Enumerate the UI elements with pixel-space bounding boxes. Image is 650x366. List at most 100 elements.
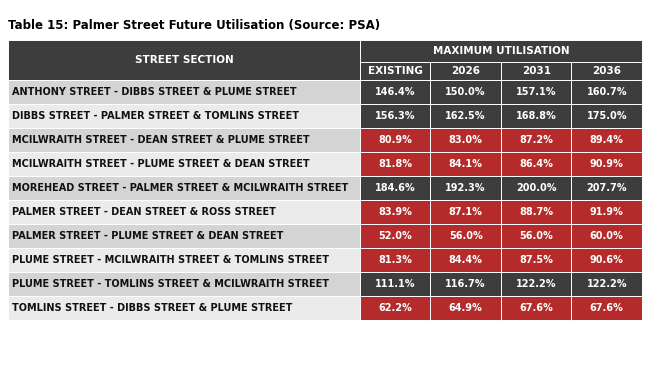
Bar — [501, 272, 571, 296]
Bar — [501, 128, 571, 152]
Text: MCILWRAITH STREET - DEAN STREET & PLUME STREET: MCILWRAITH STREET - DEAN STREET & PLUME … — [12, 135, 309, 145]
Text: MAXIMUM UTILISATION: MAXIMUM UTILISATION — [433, 46, 569, 56]
Text: 91.9%: 91.9% — [590, 207, 623, 217]
Bar — [8, 128, 360, 152]
Text: 87.2%: 87.2% — [519, 135, 553, 145]
Text: 175.0%: 175.0% — [586, 111, 627, 121]
Text: 67.6%: 67.6% — [590, 303, 623, 313]
Bar — [8, 152, 360, 176]
Text: 150.0%: 150.0% — [445, 87, 486, 97]
Bar — [8, 104, 360, 128]
Text: MCILWRAITH STREET - PLUME STREET & DEAN STREET: MCILWRAITH STREET - PLUME STREET & DEAN … — [12, 159, 309, 169]
Text: 89.4%: 89.4% — [590, 135, 623, 145]
Text: 146.4%: 146.4% — [375, 87, 415, 97]
Bar — [501, 176, 571, 200]
Text: MOREHEAD STREET - PALMER STREET & MCILWRAITH STREET: MOREHEAD STREET - PALMER STREET & MCILWR… — [12, 183, 348, 193]
Bar — [501, 200, 571, 224]
Bar — [501, 248, 571, 272]
Bar — [501, 296, 571, 320]
Text: 122.2%: 122.2% — [516, 279, 556, 289]
Text: 87.5%: 87.5% — [519, 255, 553, 265]
Text: 84.4%: 84.4% — [448, 255, 482, 265]
Bar — [8, 296, 360, 320]
Bar — [430, 224, 501, 248]
Text: 86.4%: 86.4% — [519, 159, 553, 169]
Bar — [501, 62, 571, 80]
Bar — [360, 296, 430, 320]
Bar — [8, 248, 360, 272]
Bar — [571, 80, 642, 104]
Text: 116.7%: 116.7% — [445, 279, 486, 289]
Text: 207.7%: 207.7% — [586, 183, 627, 193]
Text: 2036: 2036 — [592, 66, 621, 76]
Bar — [360, 128, 430, 152]
Text: TOMLINS STREET - DIBBS STREET & PLUME STREET: TOMLINS STREET - DIBBS STREET & PLUME ST… — [12, 303, 292, 313]
Bar — [360, 40, 642, 62]
Text: ANTHONY STREET - DIBBS STREET & PLUME STREET: ANTHONY STREET - DIBBS STREET & PLUME ST… — [12, 87, 296, 97]
Bar — [571, 152, 642, 176]
Bar — [360, 248, 430, 272]
Text: 64.9%: 64.9% — [448, 303, 482, 313]
Bar — [8, 40, 360, 80]
Text: 200.0%: 200.0% — [516, 183, 556, 193]
Text: 2031: 2031 — [522, 66, 551, 76]
Text: Table 15: Palmer Street Future Utilisation (Source: PSA): Table 15: Palmer Street Future Utilisati… — [8, 19, 380, 32]
Bar — [571, 224, 642, 248]
Text: 88.7%: 88.7% — [519, 207, 553, 217]
Text: 62.2%: 62.2% — [378, 303, 412, 313]
Text: 184.6%: 184.6% — [375, 183, 415, 193]
Text: DIBBS STREET - PALMER STREET & TOMLINS STREET: DIBBS STREET - PALMER STREET & TOMLINS S… — [12, 111, 299, 121]
Bar — [430, 248, 501, 272]
Bar — [360, 272, 430, 296]
Bar — [360, 176, 430, 200]
Bar — [430, 200, 501, 224]
Bar — [430, 152, 501, 176]
Text: 122.2%: 122.2% — [586, 279, 627, 289]
Bar — [501, 224, 571, 248]
Text: 87.1%: 87.1% — [448, 207, 482, 217]
Bar — [8, 272, 360, 296]
Text: EXISTING: EXISTING — [368, 66, 422, 76]
Bar — [430, 128, 501, 152]
Text: STREET SECTION: STREET SECTION — [135, 55, 233, 65]
Bar — [571, 104, 642, 128]
Bar — [571, 62, 642, 80]
Text: 60.0%: 60.0% — [590, 231, 623, 241]
Text: 56.0%: 56.0% — [519, 231, 553, 241]
Text: 90.6%: 90.6% — [590, 255, 623, 265]
Bar — [571, 248, 642, 272]
Bar — [430, 272, 501, 296]
Text: 83.9%: 83.9% — [378, 207, 412, 217]
Text: 111.1%: 111.1% — [375, 279, 415, 289]
Bar — [501, 152, 571, 176]
Text: 156.3%: 156.3% — [375, 111, 415, 121]
Bar — [360, 224, 430, 248]
Text: 67.6%: 67.6% — [519, 303, 553, 313]
Bar — [571, 128, 642, 152]
Bar — [430, 176, 501, 200]
Text: 52.0%: 52.0% — [378, 231, 412, 241]
Text: 83.0%: 83.0% — [448, 135, 482, 145]
Bar — [8, 200, 360, 224]
Text: 80.9%: 80.9% — [378, 135, 412, 145]
Bar — [360, 104, 430, 128]
Bar — [360, 200, 430, 224]
Text: 168.8%: 168.8% — [516, 111, 556, 121]
Bar — [501, 80, 571, 104]
Text: PLUME STREET - MCILWRAITH STREET & TOMLINS STREET: PLUME STREET - MCILWRAITH STREET & TOMLI… — [12, 255, 329, 265]
Bar — [571, 200, 642, 224]
Bar — [430, 62, 501, 80]
Bar — [571, 296, 642, 320]
Text: 2026: 2026 — [451, 66, 480, 76]
Bar — [571, 272, 642, 296]
Text: 192.3%: 192.3% — [445, 183, 486, 193]
Bar — [430, 80, 501, 104]
Bar — [360, 80, 430, 104]
Text: 84.1%: 84.1% — [448, 159, 482, 169]
Text: 90.9%: 90.9% — [590, 159, 623, 169]
Text: PLUME STREET - TOMLINS STREET & MCILWRAITH STREET: PLUME STREET - TOMLINS STREET & MCILWRAI… — [12, 279, 329, 289]
Bar — [430, 296, 501, 320]
Bar — [360, 62, 430, 80]
Bar — [8, 80, 360, 104]
Text: 56.0%: 56.0% — [448, 231, 482, 241]
